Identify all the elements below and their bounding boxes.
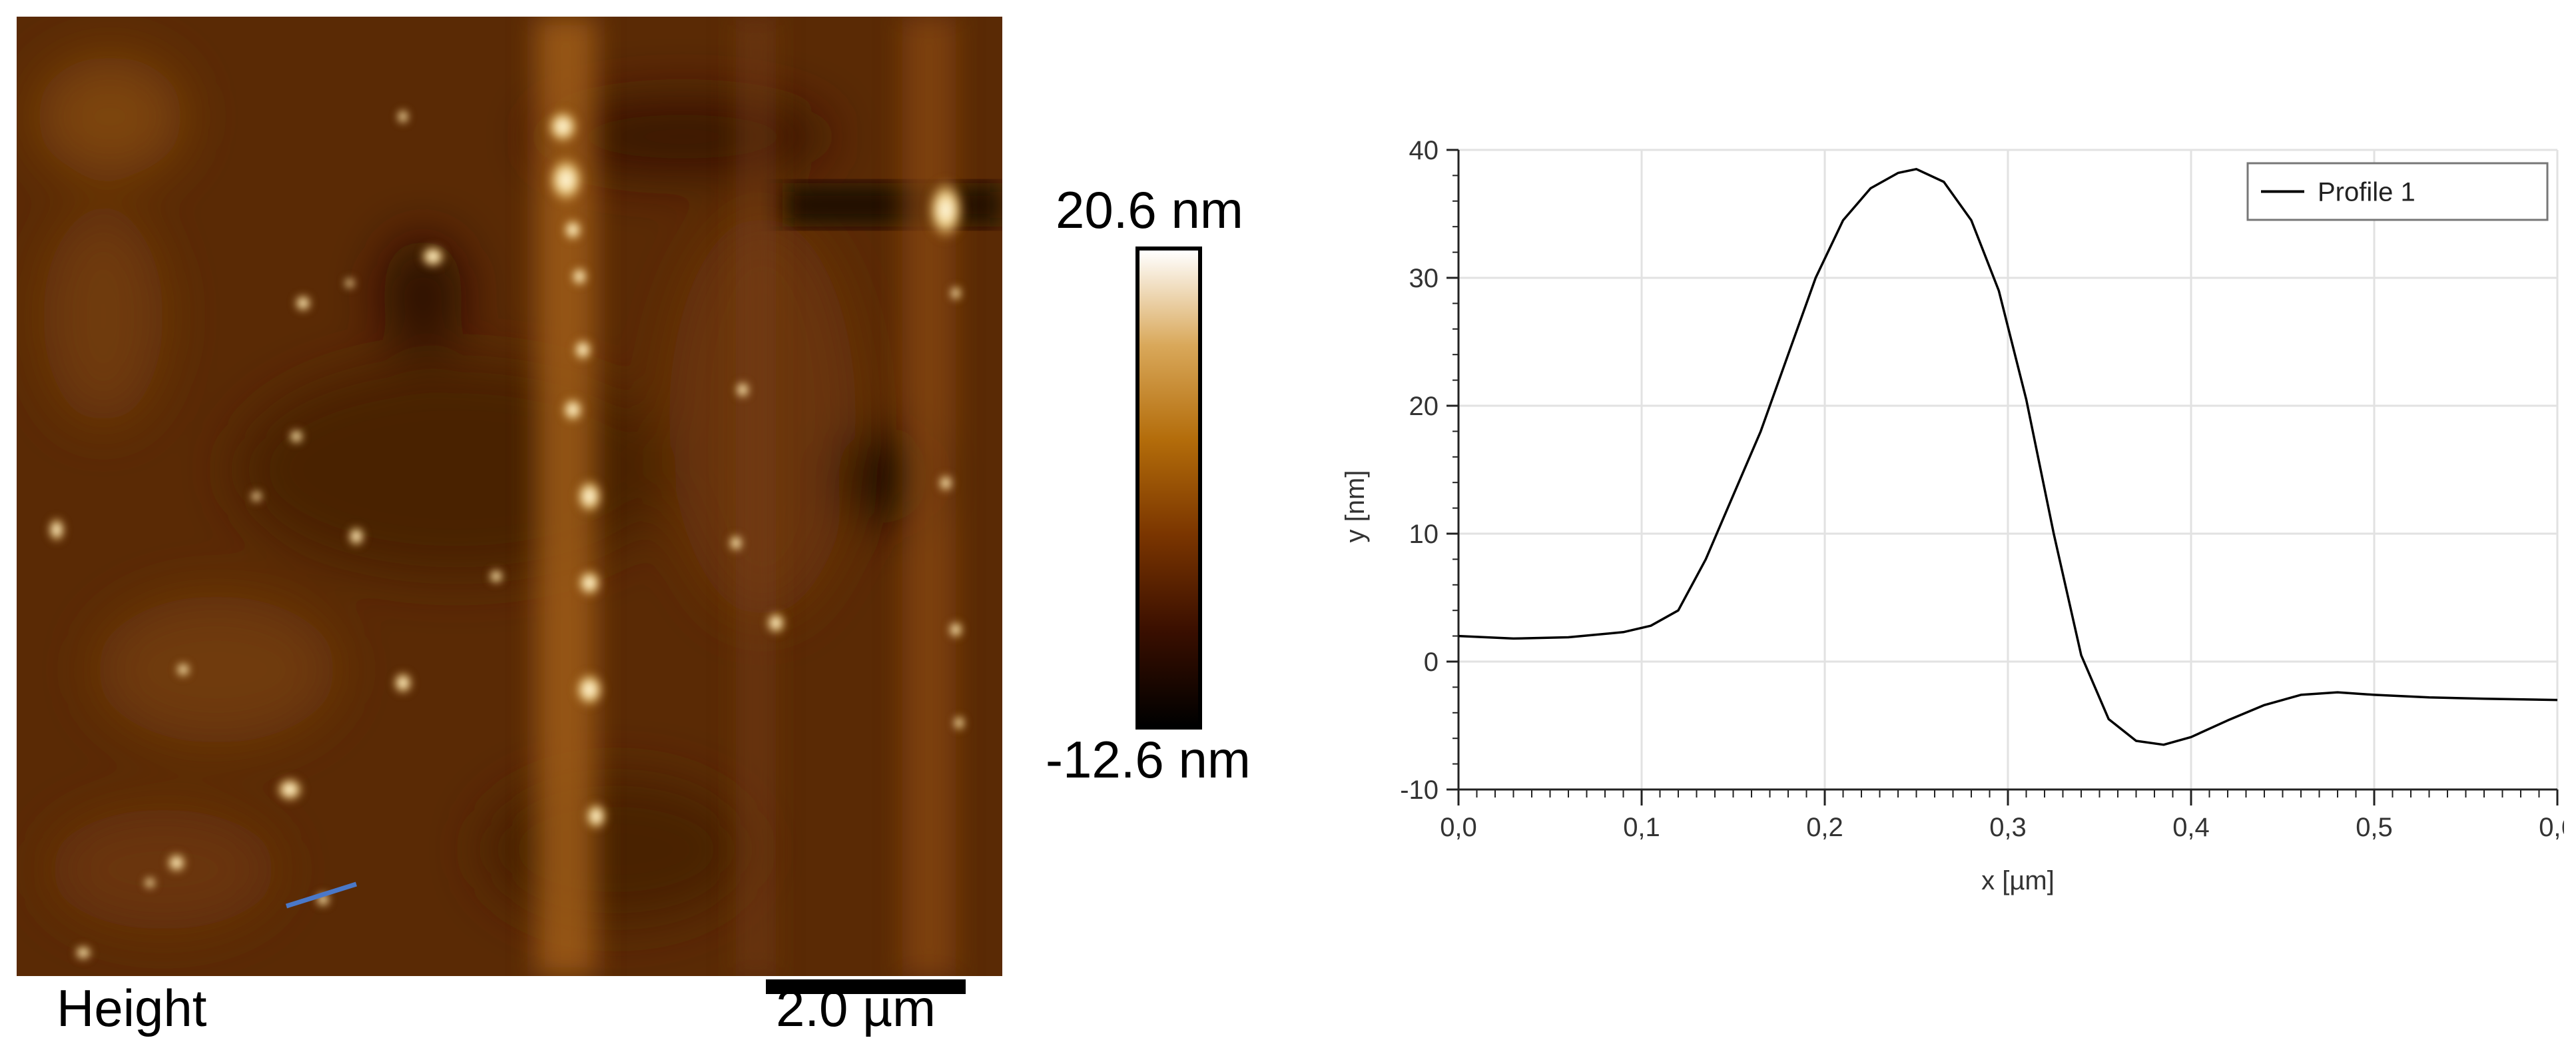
- legend-label: Profile 1: [2318, 178, 2415, 207]
- x-tick-label: 0,4: [2172, 813, 2210, 842]
- colorbar-min-label: -12.6 nm: [1046, 730, 1251, 789]
- afm-height-image: [17, 17, 1002, 976]
- afm-vertical-streaks: [536, 17, 956, 976]
- y-tick-label: 10: [1409, 520, 1439, 549]
- chart-legend: Profile 1: [2246, 162, 2549, 221]
- chart-grid: [1457, 149, 2559, 791]
- x-tick-label: 0,6: [2539, 813, 2564, 842]
- chart-axes: [1457, 150, 2557, 791]
- x-axis-label: x [µm]: [1981, 866, 2055, 895]
- series-line-profile-1: [1458, 168, 2558, 746]
- profile-line[interactable]: [285, 881, 358, 909]
- y-tick-label: 0: [1424, 648, 1439, 677]
- x-tick-label: 0,5: [2356, 813, 2393, 842]
- afm-height-map: [17, 17, 1002, 976]
- y-tick-label: -10: [1400, 776, 1439, 805]
- scale-bar-label: 2.0 µm: [776, 979, 936, 1037]
- x-tick-label: 0,0: [1440, 813, 1477, 842]
- x-tick-label: 0,1: [1623, 813, 1660, 842]
- chart-series: [1458, 168, 2558, 746]
- afm-particles: [47, 108, 966, 961]
- chart-ticks: 0,0 0,1 0,2 0,3 0,4 0,5 0,6 40 30 20 10 0 -10: [1400, 136, 2564, 842]
- y-tick-label: 30: [1409, 264, 1439, 293]
- colorbar: [1135, 247, 1202, 730]
- scale-bar: [766, 979, 966, 994]
- x-tick-label: 0,3: [1989, 813, 2027, 842]
- y-axis-label: y [nm]: [1341, 470, 1370, 543]
- colorbar-max-label: 20.6 nm: [1056, 181, 1243, 239]
- y-tick-label: 40: [1409, 136, 1439, 165]
- profile-chart: 0,0 0,1 0,2 0,3 0,4 0,5 0,6 40 30 20 10 0 -10 Profil…: [1341, 136, 2564, 895]
- x-tick-label: 0,2: [1806, 813, 1843, 842]
- height-label: Height: [57, 979, 207, 1037]
- y-tick-label: 20: [1409, 392, 1439, 421]
